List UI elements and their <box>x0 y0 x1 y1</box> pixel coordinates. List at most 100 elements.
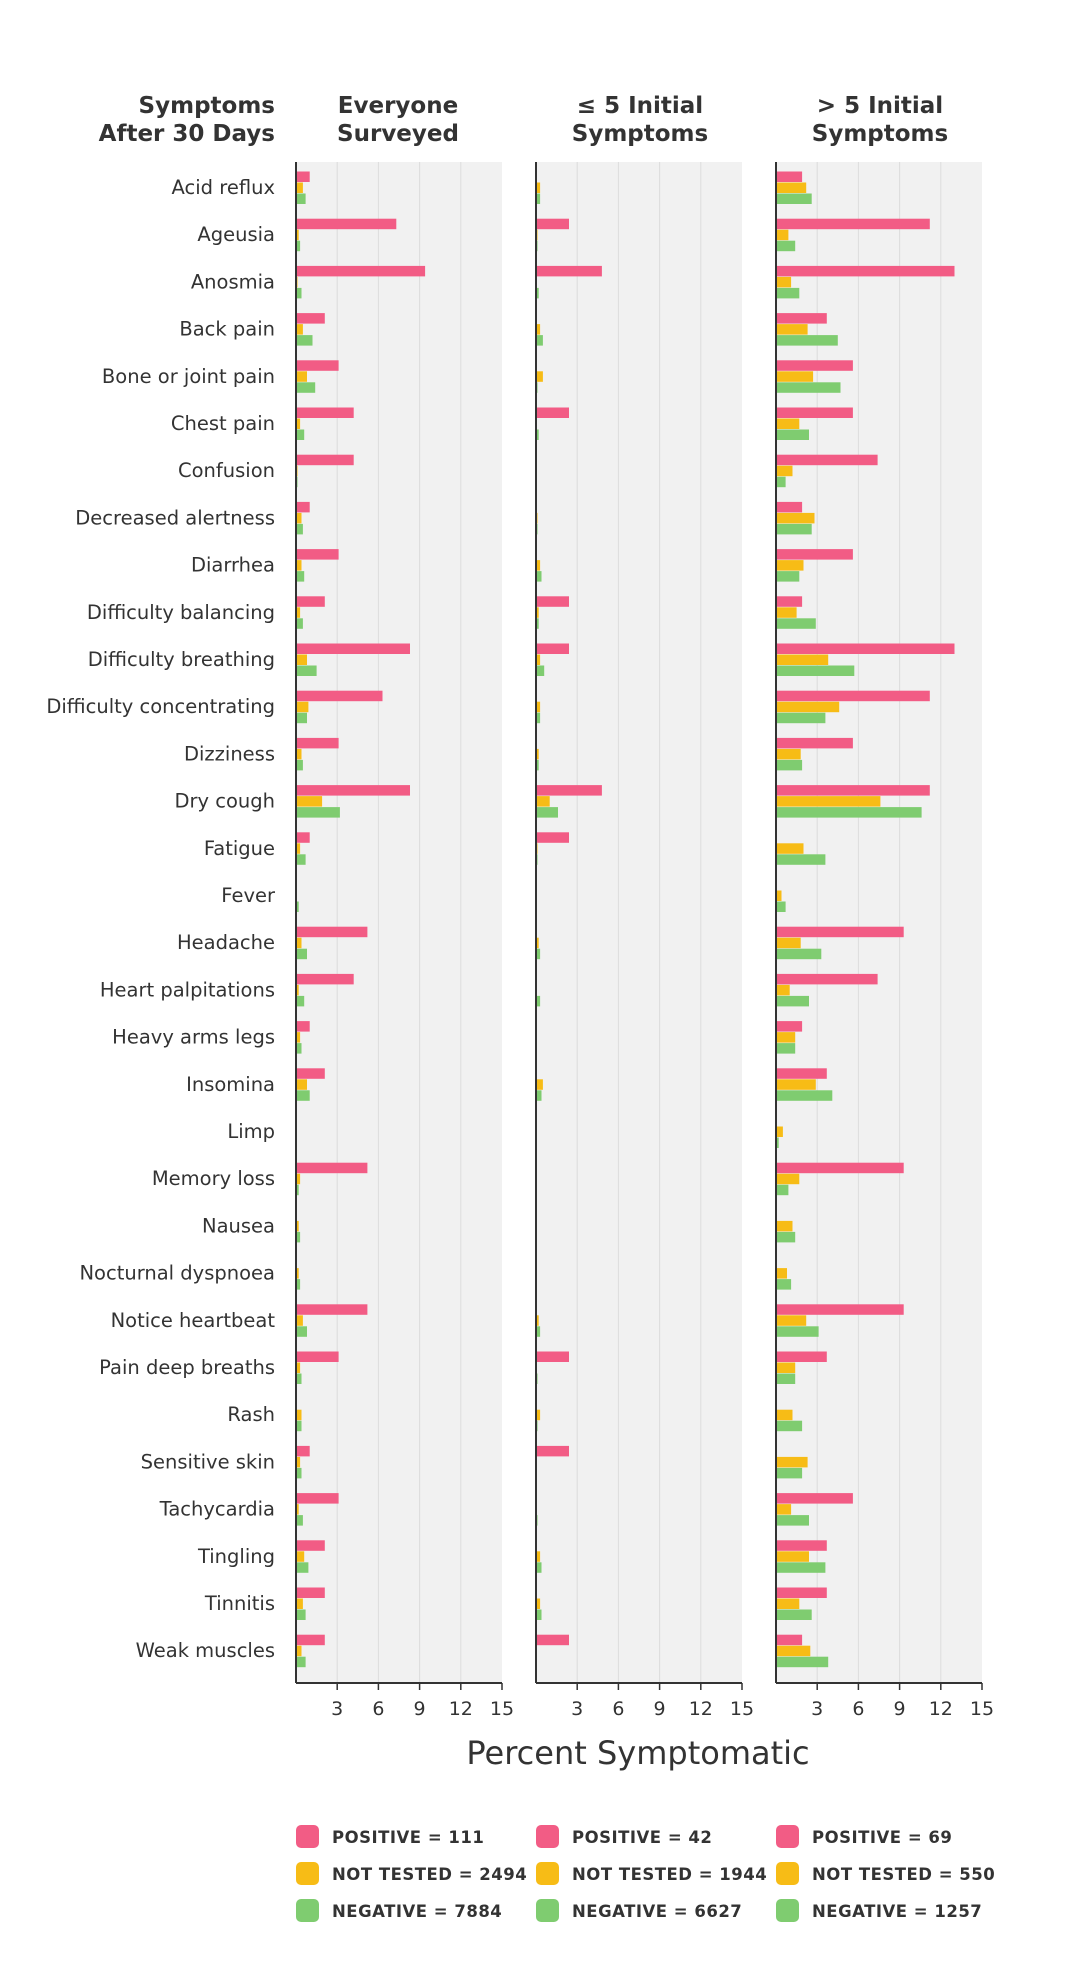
category-label-heavy-arms-legs: Heavy arms legs <box>112 1026 275 1049</box>
category-label-bone-or-joint-pain: Bone or joint pain <box>102 365 275 388</box>
bar-panel-3-negative-limp <box>776 1137 779 1148</box>
bar-panel-1-not-tested-back-pain <box>296 324 303 335</box>
bar-panel-1-not-tested-headache <box>296 937 302 949</box>
bar-panel-3-negative-heavy-arms-legs <box>776 1043 796 1054</box>
bar-panel-1-positive-difficulty-concentrating <box>296 690 383 702</box>
bar-panel-2-positive-dry-cough <box>536 785 602 796</box>
bar-panel-2-negative-dizziness <box>536 759 539 771</box>
bar-panel-3-negative-chest-pain <box>776 429 809 440</box>
panel-1-tick-label-9: 9 <box>414 1698 426 1720</box>
legend-swatch-panel-2-not-tested <box>536 1862 559 1885</box>
bar-panel-3-positive-pain-deep-breaths <box>776 1351 827 1362</box>
panel-backgrounds <box>296 162 982 1683</box>
labels: Symptoms After 30 Days Everyone Surveyed… <box>46 93 994 1772</box>
bar-panel-3-negative-dry-cough <box>776 807 922 818</box>
bar-panel-3-negative-weak-muscles <box>776 1656 829 1668</box>
bar-panel-1-negative-back-pain <box>296 335 313 346</box>
bar-panel-2-positive-ageusia <box>536 218 569 230</box>
gridlines <box>336 162 942 1683</box>
category-label-difficulty-breathing: Difficulty breathing <box>88 648 275 671</box>
panel-3-tick-label-12: 12 <box>929 1698 953 1720</box>
bar-panel-1-not-tested-acid-reflux <box>296 182 303 193</box>
bar-panel-2-not-tested-bone-or-joint-pain <box>536 371 543 382</box>
bar-panel-3-positive-headache <box>776 926 904 938</box>
bar-panel-2-negative-anosmia <box>536 287 539 299</box>
category-label-confusion: Confusion <box>178 459 275 482</box>
bar-panel-3-negative-back-pain <box>776 335 838 346</box>
bar-panel-3-positive-memory-loss <box>776 1162 904 1174</box>
bar-panel-1-not-tested-weak-muscles <box>296 1645 302 1657</box>
bar-panel-3-not-tested-tachycardia <box>776 1504 792 1515</box>
bar-panel-2-positive-difficulty-balancing <box>536 596 569 607</box>
bar-panel-1-negative-tinnitis <box>296 1609 306 1620</box>
legend-swatch-panel-2-negative <box>536 1899 559 1922</box>
bar-panel-3-not-tested-dizziness <box>776 748 801 760</box>
bar-panel-3-not-tested-weak-muscles <box>776 1645 811 1657</box>
bar-panel-2-negative-notice-heartbeat <box>536 1326 541 1337</box>
bar-panel-3-not-tested-pain-deep-breaths <box>776 1362 796 1373</box>
bar-panel-3-negative-memory-loss <box>776 1184 789 1196</box>
bar-panel-2-not-tested-notice-heartbeat <box>536 1315 539 1326</box>
legend-swatch-panel-3-positive <box>776 1825 799 1848</box>
bar-panel-1-negative-difficulty-concentrating <box>296 712 307 724</box>
bar-panel-3-positive-heavy-arms-legs <box>776 1021 803 1032</box>
bar-panel-1-positive-headache <box>296 926 368 938</box>
bar-panel-1-not-tested-heart-palpitations <box>296 984 299 996</box>
bar-panel-1-not-tested-heavy-arms-legs <box>296 1032 301 1043</box>
bar-panel-3-not-tested-chest-pain <box>776 418 800 429</box>
bar-panel-1-negative-sensitive-skin <box>296 1467 302 1479</box>
bar-panel-3-positive-ageusia <box>776 218 930 230</box>
category-label-tachycardia: Tachycardia <box>159 1498 275 1521</box>
bar-panel-3-negative-nausea <box>776 1231 796 1243</box>
bar-panel-1-positive-notice-heartbeat <box>296 1304 368 1315</box>
bar-panel-3-positive-acid-reflux <box>776 171 803 182</box>
bar-panel-3-positive-tingling <box>776 1540 827 1551</box>
bar-panel-2-not-tested-difficulty-concentrating <box>536 701 541 713</box>
bar-panel-2-not-tested-tinnitis <box>536 1598 541 1609</box>
panel-2-tick-label-12: 12 <box>689 1698 713 1720</box>
bar-panel-2-not-tested-difficulty-breathing <box>536 654 541 665</box>
bar-panel-2-negative-heart-palpitations <box>536 995 541 1007</box>
bar-panel-3-negative-headache <box>776 948 822 960</box>
bar-panel-1-negative-memory-loss <box>296 1184 299 1196</box>
bar-panel-1-negative-decreased-alertness <box>296 523 303 535</box>
category-label-pain-deep-breaths: Pain deep breaths <box>99 1356 275 1379</box>
bar-panel-3-negative-acid-reflux <box>776 193 812 204</box>
bar-panel-3-negative-ageusia <box>776 240 796 252</box>
bar-panel-3-not-tested-memory-loss <box>776 1173 800 1185</box>
legend-swatch-panel-1-positive <box>296 1825 319 1848</box>
bar-panel-3-positive-difficulty-breathing <box>776 643 955 654</box>
legend-swatch-panel-1-negative <box>296 1899 319 1922</box>
bar-panel-1-negative-diarrhea <box>296 571 305 582</box>
legend-label-panel-1-negative: NEGATIVE = 7884 <box>332 1902 502 1921</box>
bar-panel-3-positive-difficulty-concentrating <box>776 690 930 702</box>
bar-panel-1-positive-chest-pain <box>296 407 354 418</box>
panel-1-tick-label-15: 15 <box>490 1698 514 1720</box>
bar-panel-1-negative-anosmia <box>296 287 302 299</box>
bar-panel-3-not-tested-rash <box>776 1409 793 1421</box>
category-label-anosmia: Anosmia <box>191 270 275 293</box>
bar-panel-3-positive-difficulty-balancing <box>776 596 803 607</box>
category-label-headache: Headache <box>177 931 275 954</box>
category-label-ageusia: Ageusia <box>197 223 275 246</box>
legend-label-panel-1-positive: POSITIVE = 111 <box>332 1828 484 1847</box>
category-label-back-pain: Back pain <box>179 318 275 341</box>
bar-panel-3-positive-chest-pain <box>776 407 853 418</box>
bar-panel-2-negative-insomina <box>536 1090 542 1101</box>
bar-panel-3-not-tested-nocturnal-dyspnoea <box>776 1268 787 1279</box>
bar-panel-1-positive-sensitive-skin <box>296 1445 310 1457</box>
bar-panel-1-negative-insomina <box>296 1090 310 1101</box>
bar-panel-3-not-tested-decreased-alertness <box>776 512 815 524</box>
bar-panel-2-negative-diarrhea <box>536 571 542 582</box>
bar-panel-3-not-tested-nausea <box>776 1220 793 1232</box>
legend-label-panel-2-negative: NEGATIVE = 6627 <box>572 1902 742 1921</box>
bar-panel-3-negative-pain-deep-breaths <box>776 1373 796 1384</box>
bar-panel-2-negative-headache <box>536 948 541 960</box>
legend: POSITIVE = 111 NOT TESTED = 2494 NEGATIVE … <box>296 1825 995 1922</box>
bar-panel-2-not-tested-headache <box>536 937 539 949</box>
bar-panel-3-negative-diarrhea <box>776 571 800 582</box>
axes <box>295 162 983 1690</box>
bar-panel-1-negative-bone-or-joint-pain <box>296 382 316 393</box>
legend-label-panel-1-not-tested: NOT TESTED = 2494 <box>332 1865 527 1884</box>
bar-panel-1-negative-dizziness <box>296 759 303 771</box>
